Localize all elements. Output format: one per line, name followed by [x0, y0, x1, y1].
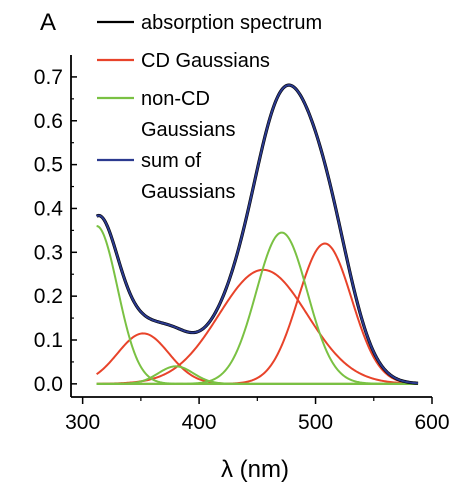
non-cd-gaussian-line: [96, 225, 419, 385]
cd-gaussian-line: [96, 268, 419, 385]
x-tick-label: 600: [414, 411, 449, 434]
legend: absorption spectrum CD Gaussians non-CD Gau…: [97, 12, 322, 203]
non-cd-gaussian-line: [96, 231, 419, 385]
y-tick-label: 0.5: [34, 154, 63, 177]
y-tick-label: 0.3: [34, 241, 63, 264]
legend-label-line: non-CD: [141, 88, 210, 110]
y-tick-label: 0.4: [34, 197, 64, 220]
y-tick-label: 0.6: [34, 110, 63, 133]
y-tick-label: 0.7: [34, 66, 63, 89]
ticks: 0.0 0.1 0.2 0.3 0.4 0.5 0.6 0.7 300 400 500 600: [34, 66, 450, 434]
x-axis-title: λ (nm): [221, 456, 289, 483]
y-tick-label: 0.2: [34, 285, 63, 308]
x-tick-label: 300: [65, 411, 100, 434]
curves: [95, 83, 419, 385]
legend-label-line: sum of: [141, 150, 201, 172]
panel-label: A: [40, 9, 56, 36]
legend-label-line: Gaussians: [141, 119, 236, 141]
legend-label: CD Gaussians: [141, 50, 270, 72]
y-tick-label: 0.1: [34, 329, 63, 352]
x-tick-label: 400: [182, 411, 217, 434]
y-tick-label: 0.0: [34, 373, 63, 396]
legend-label: sum of Gaussians: [141, 150, 236, 203]
legend-label: absorption spectrum: [141, 12, 322, 34]
x-tick-label: 500: [298, 411, 333, 434]
legend-label-line: Gaussians: [141, 181, 236, 203]
non-cd-gaussian-line: [96, 365, 419, 385]
sum-of-gaussians-line: [96, 84, 419, 385]
legend-label: non-CD Gaussians: [141, 88, 236, 141]
